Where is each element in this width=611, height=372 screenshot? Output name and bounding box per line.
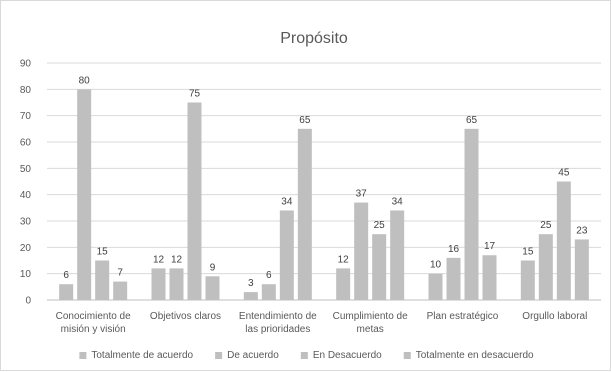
legend-swatch: [79, 352, 87, 359]
bar: [520, 260, 535, 300]
bar: [574, 239, 589, 300]
y-tick-label: 0: [25, 296, 31, 307]
data-label: 7: [117, 268, 123, 279]
category-label: Orgullo laboral: [522, 311, 587, 322]
data-label: 65: [299, 115, 311, 126]
bar: [205, 276, 220, 300]
data-label: 80: [79, 75, 91, 86]
y-tick-label: 50: [20, 164, 32, 175]
bars: [59, 89, 589, 300]
y-tick-label: 80: [20, 85, 32, 96]
legend-label: Totalmente de acuerdo: [91, 350, 193, 361]
data-label: 45: [558, 168, 570, 179]
category-label: Entendimiento de las prioridades: [239, 311, 317, 335]
bar: [95, 260, 110, 300]
bar: [446, 257, 461, 300]
legend-label: Totalmente en desacuerdo: [416, 350, 534, 361]
legend: Totalmente de acuerdo De acuerdo En Desacu…: [79, 350, 534, 361]
bar: [187, 102, 202, 300]
data-label: 25: [540, 220, 552, 231]
bar: [77, 89, 92, 300]
bar: [390, 210, 405, 300]
y-tick-label: 60: [20, 138, 32, 149]
y-axis-ticks: 0 10 20 30 40 50 60 70 80 90: [20, 59, 32, 307]
bar: [169, 268, 184, 300]
bar: [151, 268, 166, 300]
data-label: 23: [576, 225, 588, 236]
category-label: Plan estratégico: [427, 311, 499, 322]
bar: [243, 292, 258, 300]
bar: [279, 210, 294, 300]
data-label: 12: [171, 254, 183, 265]
bar: [372, 234, 387, 300]
data-label: 15: [522, 247, 534, 258]
legend-swatch: [300, 352, 308, 359]
y-tick-label: 40: [20, 190, 32, 201]
data-label: 12: [153, 254, 165, 265]
data-label: 75: [189, 89, 201, 100]
data-label: 65: [466, 115, 478, 126]
bar: [336, 268, 351, 300]
y-tick-label: 20: [20, 243, 32, 254]
category-label: Conocimiento de misión y visión: [56, 311, 131, 335]
data-label: 34: [281, 196, 293, 207]
bar: [538, 234, 553, 300]
category-labels: Conocimiento de misión y visión Objetivos …: [56, 311, 588, 335]
data-label: 16: [448, 244, 460, 255]
data-label: 9: [210, 262, 216, 273]
category-label: Cumplimiento de metas: [333, 311, 408, 335]
legend-label: En Desacuerdo: [313, 350, 382, 361]
chart-title: Propósito: [280, 30, 348, 47]
data-label: 12: [338, 254, 350, 265]
legend-label: De acuerdo: [227, 350, 279, 361]
data-labels: 6 80 15 7 12 12 75 9 3 6 34 65 12 37 25 34 10 16 65 17 15 25 4…: [63, 75, 587, 289]
bar: [261, 284, 276, 300]
y-tick-label: 30: [20, 217, 32, 228]
bar: [354, 202, 369, 300]
bar: [113, 281, 128, 300]
data-label: 6: [266, 270, 272, 281]
bar: [464, 128, 479, 300]
data-label: 3: [248, 278, 254, 289]
legend-swatch: [403, 352, 411, 359]
bar: [428, 273, 443, 300]
y-tick-label: 10: [20, 269, 32, 280]
bar: [59, 284, 74, 300]
data-label: 15: [97, 247, 109, 258]
category-label: Objetivos claros: [150, 311, 221, 322]
data-label: 34: [392, 196, 404, 207]
y-tick-label: 70: [20, 111, 32, 122]
bar: [482, 255, 497, 300]
gridlines: [47, 62, 601, 301]
data-label: 37: [356, 189, 368, 200]
legend-swatch: [215, 352, 223, 359]
data-label: 17: [484, 241, 496, 252]
bar: [556, 181, 571, 300]
data-label: 6: [63, 270, 69, 281]
data-label: 10: [430, 260, 442, 271]
bar: [297, 128, 312, 300]
data-label: 25: [374, 220, 386, 231]
y-tick-label: 90: [20, 59, 32, 70]
